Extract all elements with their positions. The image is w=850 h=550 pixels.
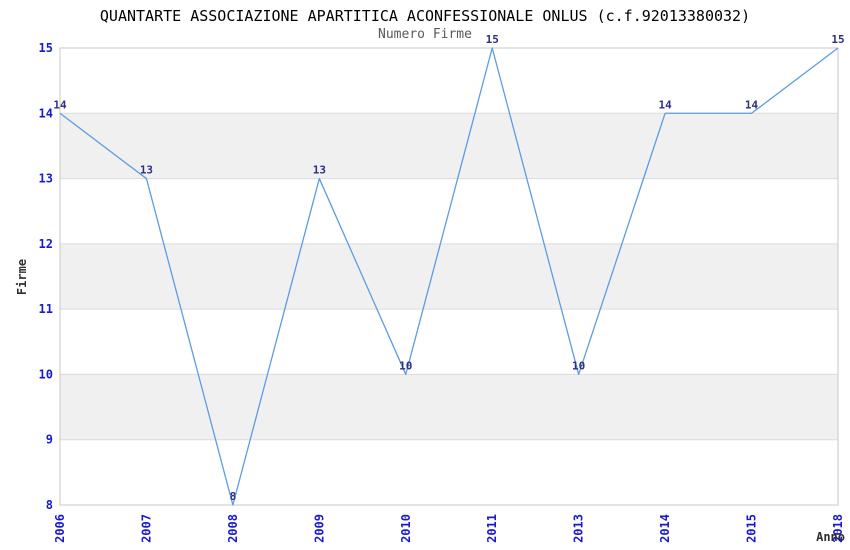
- x-tick-label: 2009: [312, 514, 326, 543]
- y-tick-label: 9: [46, 433, 53, 447]
- point-value-label: 15: [831, 33, 844, 46]
- x-tick-label: 2014: [658, 514, 672, 543]
- point-value-label: 14: [658, 98, 672, 111]
- y-tick-label: 13: [39, 172, 53, 186]
- point-value-label: 8: [230, 490, 237, 503]
- x-axis-title: Anno: [816, 530, 845, 544]
- x-tick-label: 2010: [399, 514, 413, 543]
- x-tick-label: 2008: [226, 514, 240, 543]
- chart-subtitle: Numero Firme: [378, 27, 472, 42]
- grid-band: [60, 113, 838, 179]
- series-line: [59, 47, 839, 506]
- x-tick-label: 2011: [485, 514, 499, 543]
- y-tick-label: 8: [46, 498, 53, 512]
- y-tick-label: 10: [39, 367, 53, 381]
- plot-border: [59, 47, 839, 506]
- y-tick-label: 11: [39, 302, 53, 316]
- point-value-label: 10: [572, 359, 585, 372]
- point-value-label: 14: [53, 98, 67, 111]
- x-tick-label: 2015: [745, 514, 759, 543]
- grid-band: [60, 243, 838, 310]
- x-tick-label: 2018: [831, 514, 845, 543]
- point-value-label: 15: [486, 33, 499, 46]
- point-value-label: 13: [313, 164, 326, 177]
- y-tick-label: 14: [39, 106, 53, 120]
- point-value-label: 13: [140, 164, 153, 177]
- point-value-label: 10: [399, 359, 412, 372]
- grid-band: [60, 374, 838, 440]
- y-tick-label: 12: [39, 237, 53, 251]
- x-tick-label: 2013: [572, 514, 586, 543]
- y-tick-label: 15: [39, 41, 53, 55]
- point-value-label: 14: [745, 98, 759, 111]
- x-tick-label: 2007: [139, 514, 153, 543]
- x-tick-label: 2006: [53, 514, 67, 543]
- chart-title: QUANTARTE ASSOCIAZIONE APARTITICA ACONFE…: [99, 7, 751, 25]
